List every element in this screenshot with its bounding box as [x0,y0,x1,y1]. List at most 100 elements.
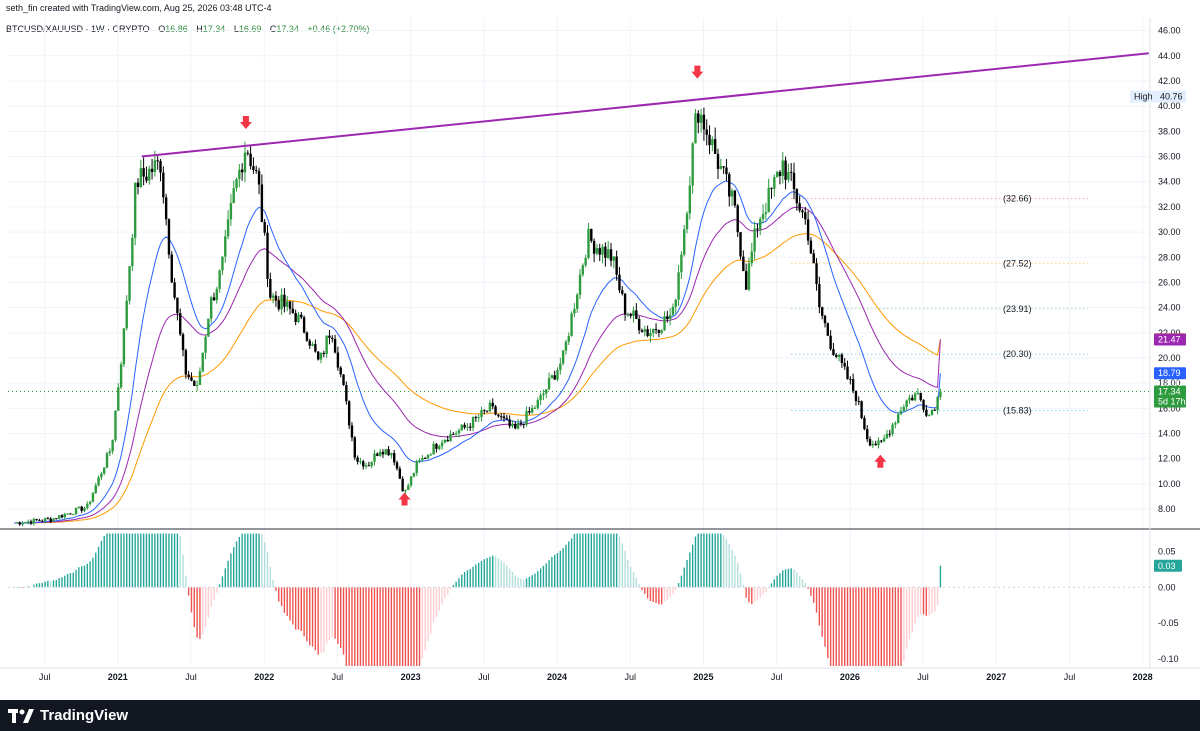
candle-body [69,513,72,515]
candles [15,107,942,527]
candle-body [131,237,134,267]
candle-body [485,410,489,412]
candle-body [854,390,858,402]
price-tick-label: 38.00 [1158,126,1181,136]
candle-body [418,460,421,462]
candle-body [809,240,813,254]
candle-body [798,203,801,211]
candle-body [432,443,435,455]
candle-body [559,363,562,371]
candle-body [728,174,731,197]
candle-body [899,411,903,415]
candle-body [891,424,894,435]
candle-body [584,257,587,266]
candle-body [477,417,480,419]
low-value: 16.69 [238,24,262,34]
candle-body [514,423,517,429]
candle-body [604,246,607,258]
candle-body [646,329,649,337]
price-tick-label: 28.00 [1158,252,1181,262]
candle-body [927,414,931,416]
level-label: (32.66) [1003,194,1032,204]
time-axis-label: Jul [478,672,490,682]
time-axis-label: Jul [917,672,929,682]
candle-body [753,228,756,252]
candle-body [581,265,585,275]
candle-body [38,520,41,522]
candle-body [767,187,770,213]
candle-body [72,514,75,516]
candle-body [680,254,683,273]
price-tag: 21.47 [1158,334,1181,344]
price-tick-label: 24.00 [1158,303,1181,313]
candle-body [545,389,548,394]
time-axis-label: Jul [771,672,783,682]
candle-body [691,143,694,186]
symbol-name[interactable]: BTCUSD/XAUUSD · 1W · CRYPTO [6,24,150,34]
low-label: L [233,24,239,34]
axes[interactable]: 46.00 44.00 42.00 40.00 38.00 36.00 34.00 32.00… [0,18,1200,682]
candle-body [742,256,745,271]
trendline-group[interactable] [141,52,1149,158]
candle-body [480,410,483,418]
indicator-tick-label: -0.10 [1158,654,1179,664]
candle-body [688,185,692,214]
candle-body [280,294,283,310]
candle-body [212,297,216,301]
candle-body [145,176,148,181]
candle-body [528,411,531,413]
candle-body [671,306,675,316]
candle-body [536,400,539,408]
candle-body [426,454,430,459]
candle-body [592,240,596,254]
candle-body [860,401,863,418]
candle-body [277,300,280,310]
candle-body [100,473,103,478]
candle-body [86,503,89,508]
chart-attribution: seth_fin created with TradingView.com, A… [6,3,272,13]
candle-body [60,515,64,518]
change-value: +0.46 (+2.70%) [307,24,370,34]
candle-body [851,379,855,391]
candle-body [795,189,799,204]
tradingview-logo[interactable]: TradingView [8,707,128,724]
candle-body [454,433,458,435]
chart-canvas[interactable]: (32.66) (27.52) (23.91) (20.30) (15.83) 46.0… [0,0,1200,700]
candle-body [314,344,317,352]
candle-body [882,438,886,442]
time-axis-label: Jul [332,672,344,682]
close-value: 17.34 [276,24,299,34]
candle-body [747,263,751,290]
candle-body [725,167,728,175]
candle-body [877,440,880,446]
footer-bar: TradingView [0,700,1200,731]
hidden-tag: 18.00 [1160,378,1183,388]
candle-body [550,375,554,379]
candle-body [916,392,920,394]
candle-body [232,188,235,204]
candle-body [547,378,551,390]
candle-body [522,423,525,425]
price-tick-label: 18.00 [1158,378,1181,388]
candle-body [401,478,404,492]
candle-body [409,476,413,486]
candle-body [308,340,311,346]
candle-body [826,323,830,336]
candle-body [29,521,33,524]
candle-body [105,453,109,468]
time-axis-label: Jul [185,672,197,682]
candle-body [637,319,641,331]
candle-body [88,501,92,504]
indicator-tick-label: -0.05 [1158,618,1179,628]
high-tag-bg [1130,90,1186,103]
candle-body [18,522,21,525]
candle-body [74,507,78,515]
candle-body [457,430,461,434]
candle-body [578,274,582,295]
grid-lines [8,18,1150,666]
candle-body [590,228,593,241]
symbol-legend[interactable]: BTCUSD/XAUUSD · 1W · CRYPTO O16.86 H17.3… [6,24,369,34]
level-label: (23.91) [1003,304,1032,314]
candle-body [908,397,911,401]
candle-body [269,278,272,298]
